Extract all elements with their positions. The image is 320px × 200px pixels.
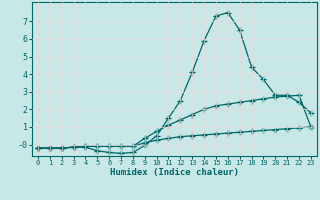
X-axis label: Humidex (Indice chaleur): Humidex (Indice chaleur)	[110, 168, 239, 177]
